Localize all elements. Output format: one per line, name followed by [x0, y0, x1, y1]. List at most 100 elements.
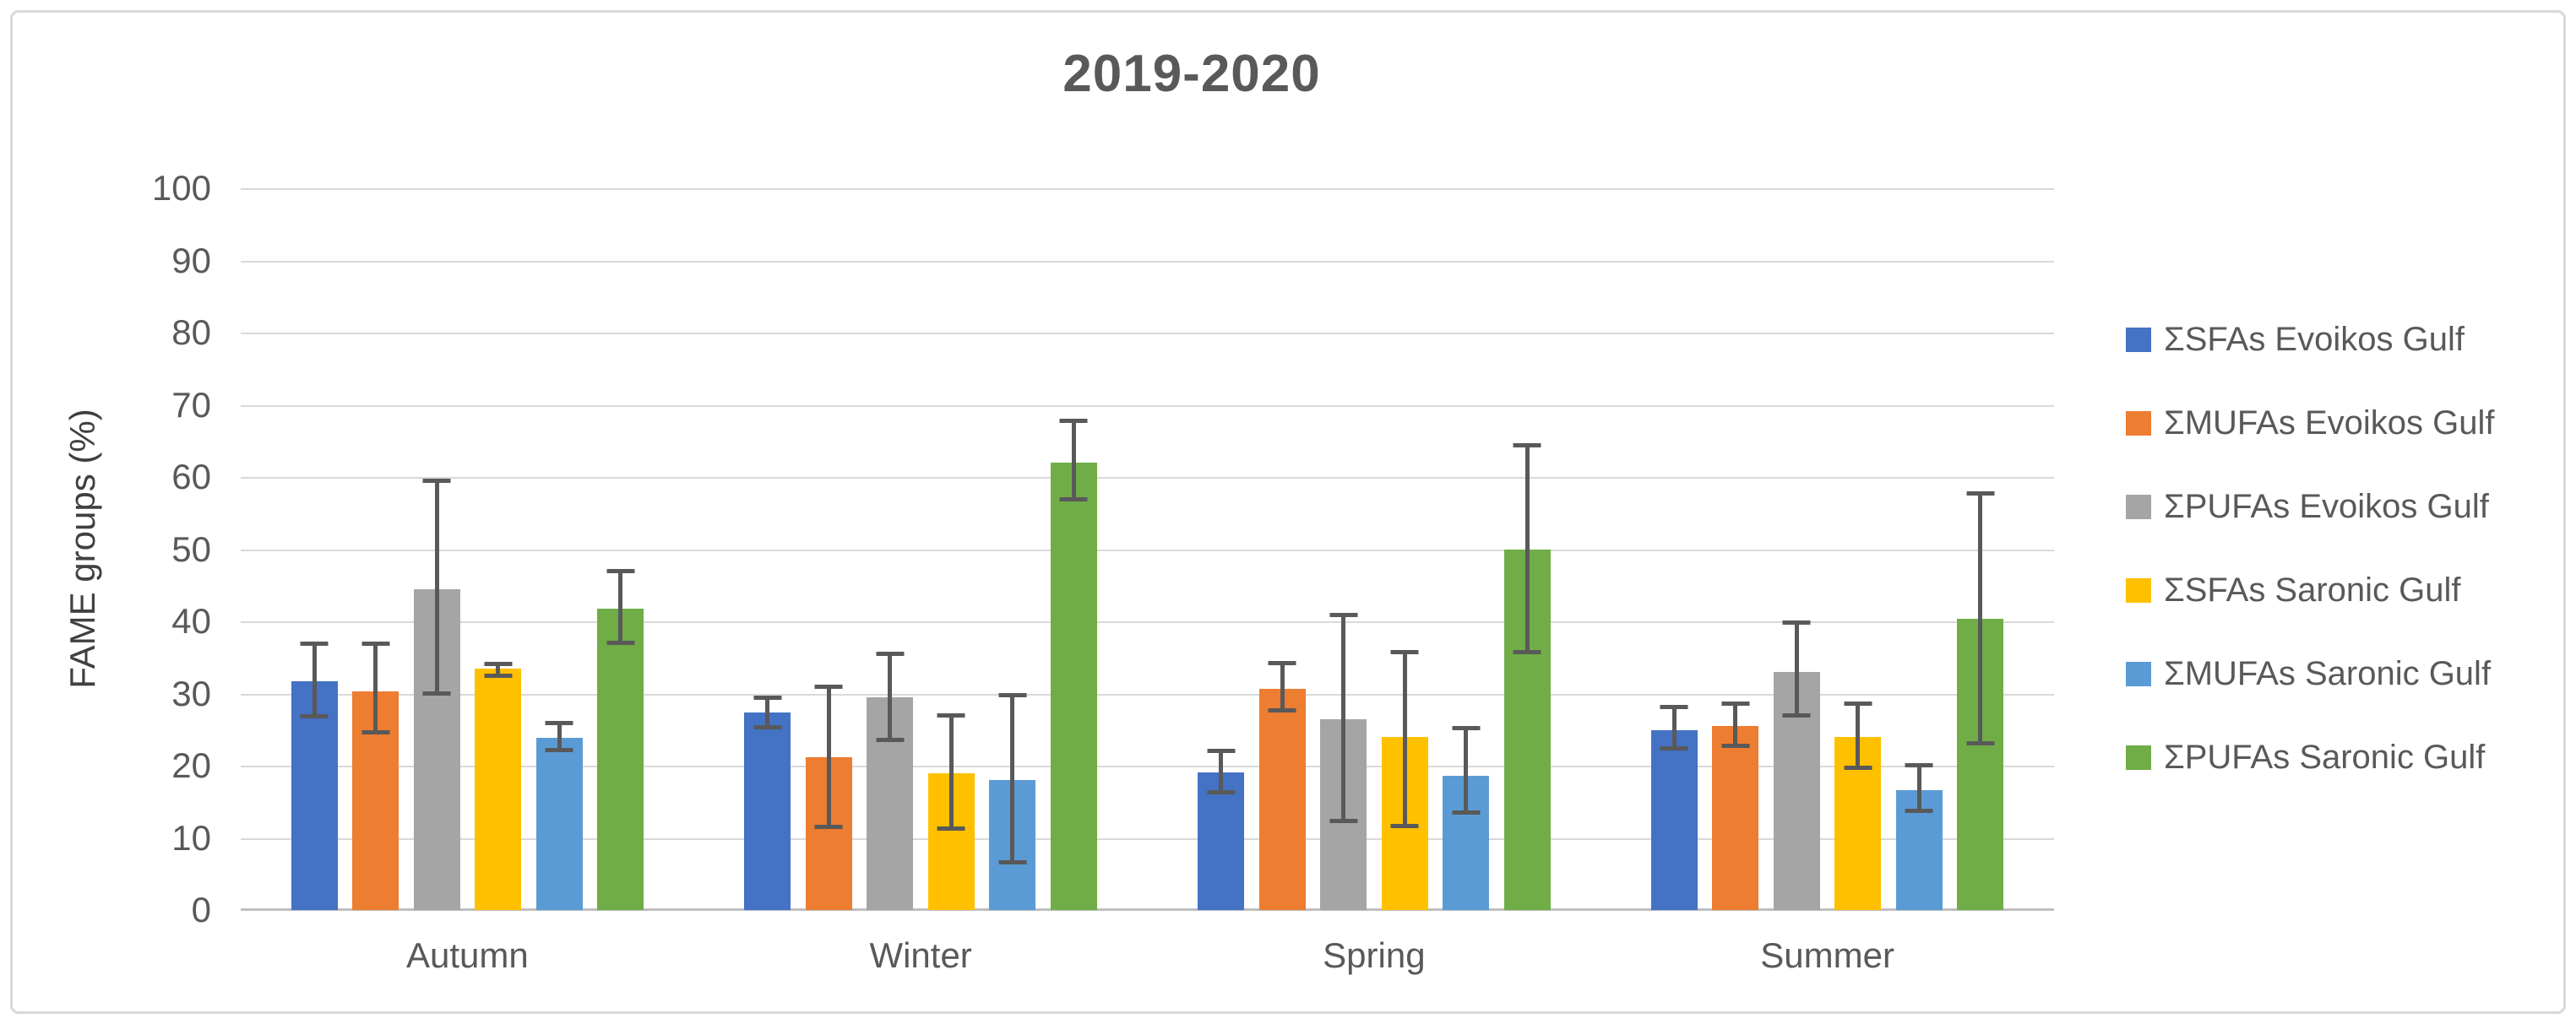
y-tick-label: 0 [191, 890, 211, 929]
error-bar-line [434, 480, 439, 694]
y-tick-label: 90 [171, 240, 211, 280]
legend: ΣSFAs Evoikos Gulf ΣMUFAs Evoikos Gulf ΣPU… [2126, 321, 2494, 777]
error-bar-cap-top [1390, 649, 1419, 654]
legend-item: ΣMUFAs Saronic Gulf [2126, 655, 2494, 693]
error-bar-cap-top [1660, 704, 1688, 709]
error-bar-cap-bottom [545, 748, 573, 753]
legend-marker-icon [2126, 495, 2151, 519]
bar [1198, 772, 1245, 910]
error-bar-cap-bottom [753, 724, 782, 729]
bar-slot [1381, 188, 1428, 910]
error-bar-cap-bottom [937, 826, 965, 832]
error-bar-cap-bottom [422, 691, 451, 696]
error-bar-cap-top [1207, 749, 1236, 754]
gridline [241, 621, 2054, 623]
legend-item: ΣPUFAs Saronic Gulf [2126, 739, 2494, 777]
error-bar-cap-top [814, 684, 843, 689]
error-bar-line [1671, 706, 1677, 750]
y-tick-label: 70 [171, 384, 211, 425]
bar-slot [1957, 188, 2004, 910]
y-tick-label: 100 [151, 168, 211, 208]
error-bar-line [948, 715, 954, 830]
gridline [241, 333, 2054, 334]
error-bar-line [765, 696, 770, 728]
error-bar-cap-top [1329, 613, 1358, 618]
bar-slot [1320, 188, 1367, 910]
bar-slot [535, 188, 583, 910]
bar-slot [1773, 188, 1820, 910]
bar-slot [805, 188, 852, 910]
error-bar-cap-bottom [300, 713, 329, 718]
legend-marker-icon [2126, 411, 2151, 436]
error-bar-cap-top [1966, 490, 1995, 496]
y-tick-label: 60 [171, 457, 211, 496]
error-bar-cap-top [300, 641, 329, 646]
legend-label: ΣSFAs Evoikos Gulf [2164, 321, 2465, 358]
error-bar-cap-top [1721, 702, 1750, 707]
bar-slot [475, 188, 522, 910]
plot-area [241, 188, 2054, 911]
error-bar-cap-bottom [1905, 808, 1933, 813]
error-bar-line [312, 642, 317, 717]
error-bar-line [1856, 703, 1861, 769]
error-bar-cap-top [361, 641, 390, 646]
legend-label: ΣPUFAs Saronic Gulf [2164, 739, 2486, 776]
error-bar-line [496, 663, 501, 676]
bar-group-autumn [241, 188, 694, 910]
error-bar-cap-top [606, 569, 635, 574]
y-tick-label: 20 [171, 745, 211, 785]
y-tick-label: 40 [171, 601, 211, 641]
error-bar-cap-top [998, 693, 1027, 698]
gridline [241, 837, 2054, 840]
error-bar-cap-top [1268, 660, 1296, 665]
bar-group-summer [1600, 188, 2054, 910]
bar [597, 608, 644, 910]
bar-slot [989, 188, 1036, 910]
bar-slot [352, 188, 399, 910]
error-bar-cap-top [1513, 442, 1541, 447]
error-bar-cap-bottom [1721, 743, 1750, 748]
legend-label: ΣMUFAs Saronic Gulf [2164, 655, 2492, 692]
y-tick-label: 50 [171, 528, 211, 569]
bar [475, 669, 522, 910]
error-bar-cap-bottom [361, 729, 390, 734]
error-bar-line [1794, 621, 1799, 716]
error-bar-line [1010, 695, 1015, 864]
x-axis-label-spring: Spring [1323, 935, 1426, 975]
gridline [241, 477, 2054, 479]
error-bar-cap-top [422, 479, 451, 484]
bar-slot [1834, 188, 1882, 910]
legend-item: ΣMUFAs Evoikos Gulf [2126, 404, 2494, 442]
bar-slot [1443, 188, 1490, 910]
bar [744, 712, 791, 910]
error-bar-cap-bottom [1452, 810, 1481, 815]
bar-group-winter [694, 188, 1148, 910]
gridline [241, 693, 2054, 696]
bar [1712, 725, 1759, 910]
bar [1050, 462, 1097, 910]
error-bar-cap-top [545, 720, 573, 725]
gridline [241, 188, 2054, 190]
bar-slot [1198, 188, 1245, 910]
x-axis-label-summer: Summer [1760, 935, 1894, 975]
x-axis-label-winter: Winter [869, 935, 972, 975]
error-bar-cap-bottom [484, 673, 513, 678]
y-tick-label: 30 [171, 673, 211, 713]
error-bar-cap-bottom [1782, 713, 1811, 718]
chart-title: 2019-2020 [1062, 45, 1321, 103]
bar-slot [597, 188, 644, 910]
bar-slot [1503, 188, 1551, 910]
error-bar-line [618, 571, 623, 643]
bar-slot [413, 188, 460, 910]
legend-marker-icon [2126, 578, 2151, 603]
legend-marker-icon [2126, 662, 2151, 686]
error-bar-cap-top [1905, 763, 1933, 768]
bar-group-spring [1148, 188, 1601, 910]
error-bar-cap-bottom [1844, 766, 1872, 771]
x-axis-line [241, 908, 2054, 911]
error-bar-line [1071, 420, 1076, 501]
bar-slot [867, 188, 914, 910]
error-bar-line [1524, 444, 1530, 653]
bar [291, 680, 338, 910]
